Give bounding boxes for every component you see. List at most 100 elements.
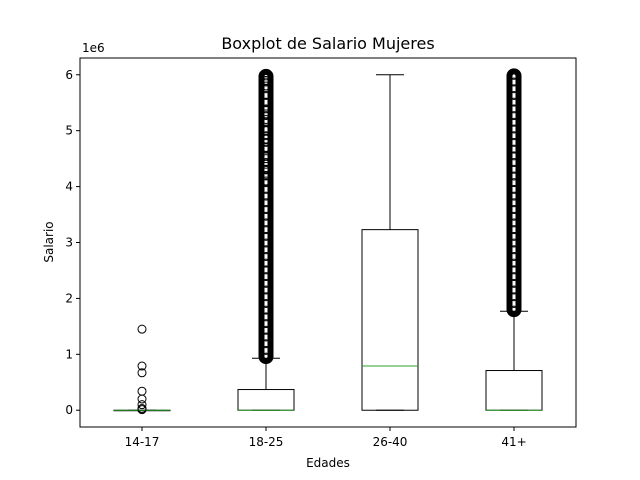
- flier-point: [509, 171, 519, 181]
- x-axis-label: Edades: [306, 456, 350, 470]
- flier-point: [261, 90, 271, 100]
- flier-point: [137, 368, 147, 378]
- flier-point: [261, 191, 271, 201]
- flier-point: [261, 245, 271, 255]
- flier-point: [509, 77, 519, 87]
- flier-point: [261, 265, 271, 275]
- flier-point: [261, 225, 271, 235]
- x-tick-label: 14-17: [125, 435, 160, 449]
- flier-point: [261, 115, 271, 124]
- flier-point: [261, 170, 271, 180]
- flier-point: [261, 98, 271, 108]
- box-iqr: [485, 370, 543, 411]
- flier-point: [261, 231, 271, 241]
- flier-point: [137, 361, 147, 371]
- flier-point: [509, 90, 519, 100]
- y-tick-label: 0: [65, 403, 73, 417]
- flier-point: [261, 292, 271, 302]
- flier-point: [261, 137, 271, 147]
- flier-point: [509, 272, 519, 282]
- flier-point: [509, 84, 519, 94]
- flier-point: [261, 305, 271, 315]
- flier-point: [261, 154, 271, 164]
- flier-point: [261, 198, 271, 208]
- flier-point: [509, 111, 519, 121]
- flier-point: [261, 165, 271, 175]
- flier-point: [509, 104, 519, 114]
- chart-title: Boxplot de Salario Mujeres: [221, 34, 434, 53]
- flier-point: [261, 81, 271, 91]
- flier-point: [509, 278, 519, 288]
- flier-point: [509, 218, 519, 228]
- flier-point: [261, 278, 271, 288]
- flier-point: [509, 251, 519, 261]
- flier-point: [509, 137, 519, 147]
- flier-point: [509, 131, 519, 141]
- flier-point: [261, 131, 271, 141]
- x-tick-label: 18-25: [249, 435, 284, 449]
- flier-point: [261, 142, 271, 152]
- flier-point: [261, 104, 271, 114]
- flier-point: [261, 238, 271, 248]
- flier-point: [509, 265, 519, 275]
- flier-point: [261, 205, 271, 215]
- flier-point: [509, 231, 519, 241]
- flier-point: [509, 151, 519, 161]
- flier-point: [261, 285, 271, 295]
- y-tick-label: 2: [65, 291, 73, 305]
- y-tick-label: 6: [65, 68, 73, 82]
- flier-point: [509, 164, 519, 174]
- box-iqr: [237, 389, 295, 411]
- flier-point: [509, 238, 519, 248]
- flier-point: [261, 176, 271, 186]
- flier-point: [261, 352, 271, 362]
- flier-point: [509, 184, 519, 194]
- flier-point: [261, 312, 271, 322]
- flier-point: [509, 285, 519, 295]
- flier-point: [509, 144, 519, 154]
- flier-point: [509, 305, 519, 315]
- flier-point: [261, 218, 271, 228]
- flier-point: [261, 258, 271, 268]
- flier-point: [509, 124, 519, 134]
- flier-point: [509, 258, 519, 268]
- flier-point: [509, 205, 519, 215]
- flier-point: [137, 324, 147, 334]
- flier-point: [509, 225, 519, 235]
- y-tick-label: 3: [65, 236, 73, 250]
- flier-point: [509, 97, 519, 107]
- flier-point: [509, 191, 519, 201]
- flier-point: [261, 298, 271, 308]
- x-tick-label: 41+: [501, 435, 526, 449]
- flier-point: [261, 71, 271, 81]
- flier-point: [261, 345, 271, 355]
- x-tick-label: 26-40: [373, 435, 408, 449]
- flier-point: [261, 75, 271, 85]
- y-tick-label: 5: [65, 124, 73, 138]
- flier-point: [509, 298, 519, 308]
- flier-point: [509, 70, 519, 80]
- box-iqr: [361, 229, 419, 411]
- flier-band: [506, 68, 522, 318]
- flier-point: [137, 400, 147, 410]
- y-tick-label: 4: [65, 180, 73, 194]
- flier-point: [509, 158, 519, 168]
- flier-point: [261, 251, 271, 261]
- flier-point: [509, 292, 519, 302]
- flier-point: [261, 332, 271, 342]
- flier-point: [261, 325, 271, 335]
- flier-point: [509, 178, 519, 188]
- flier-point: [509, 117, 519, 127]
- flier-point: [509, 245, 519, 255]
- flier-point: [509, 198, 519, 208]
- flier-point: [261, 339, 271, 349]
- flier-point: [261, 211, 271, 221]
- y-offset-label: 1e6: [82, 41, 105, 55]
- y-axis-label: Salario: [42, 221, 56, 262]
- y-tick-label: 1: [65, 347, 73, 361]
- flier-point: [137, 386, 147, 396]
- plot-frame: [79, 57, 577, 428]
- flier-point: [261, 272, 271, 282]
- flier-point: [137, 405, 147, 415]
